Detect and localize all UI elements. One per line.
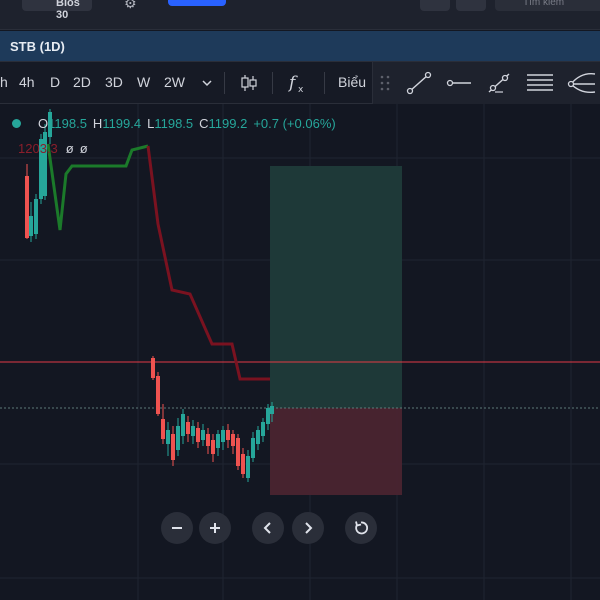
change-value: +0.7 (+0.06%) <box>253 116 336 131</box>
indicator-param: ø <box>79 141 88 156</box>
drawing-tools-panel <box>372 62 600 104</box>
timeframe-w[interactable]: W <box>137 74 151 90</box>
chart-title-bar: STB (1D) <box>0 31 600 62</box>
candle <box>256 430 260 444</box>
scroll-right-button[interactable] <box>292 512 324 544</box>
candle <box>231 434 235 446</box>
add-button[interactable] <box>456 0 486 11</box>
timeframe-2d[interactable]: 2D <box>73 74 91 90</box>
ohlc-legend: O1198.5 H1199.4 L1198.5 C1199.2 +0.7 (+0.06%… <box>12 116 336 131</box>
drag-handle-icon[interactable] <box>379 74 391 92</box>
candle <box>206 434 210 446</box>
page-title: STB (1D) <box>10 39 65 54</box>
candle <box>226 430 230 440</box>
indicator-line <box>46 143 270 381</box>
chart-toolbar: h 4h D 2D 3D W 2W f x Biểu <box>0 62 600 104</box>
chevron-left-icon <box>263 522 271 534</box>
candle <box>151 358 155 378</box>
scroll-left-button[interactable] <box>252 512 284 544</box>
reset-icon <box>355 521 369 535</box>
toggle-switch[interactable] <box>168 0 226 6</box>
indicator-param: ø <box>65 141 74 156</box>
candle <box>176 426 180 450</box>
horizontal-ray-icon[interactable] <box>445 70 473 96</box>
candle <box>261 422 265 436</box>
reset-chart-button[interactable] <box>345 512 377 544</box>
loss-zone[interactable] <box>270 408 402 495</box>
candle <box>171 434 175 460</box>
indicator-legend: 1203.3 ø ø <box>18 141 94 156</box>
high-value: 1199.4 <box>102 116 142 131</box>
timeframe-h[interactable]: h <box>0 74 8 90</box>
candles <box>25 109 274 482</box>
open-label: O <box>38 116 49 131</box>
candle <box>48 112 52 137</box>
layout-button[interactable] <box>420 0 450 11</box>
candle <box>29 216 33 236</box>
chevron-down-icon[interactable] <box>201 77 213 89</box>
candle <box>34 199 38 234</box>
parallel-channel-icon[interactable] <box>525 70 555 96</box>
profit-zone[interactable] <box>270 166 402 408</box>
interval-text: Bios 30 <box>56 0 80 21</box>
low-value: 1198.5 <box>154 116 194 131</box>
open-value: 1198.5 <box>48 116 87 131</box>
svg-text:f: f <box>287 73 298 93</box>
toolbar-divider <box>224 72 225 94</box>
search-input[interactable]: Tìm kiếm <box>523 0 565 8</box>
candle <box>166 430 170 444</box>
candle <box>161 419 165 439</box>
top-strip: Bios 30 ⚙ Tìm kiếm <box>0 0 600 30</box>
timeframe-4h[interactable]: 4h <box>19 74 35 90</box>
high-label: H <box>92 116 103 131</box>
candle <box>266 408 270 424</box>
candle <box>216 434 220 448</box>
candle <box>196 428 200 442</box>
candle <box>246 456 250 478</box>
low-label: L <box>147 116 155 131</box>
zoom-out-button[interactable] <box>161 512 193 544</box>
candle <box>191 426 195 436</box>
fx-icon[interactable]: f x <box>286 71 310 95</box>
candle <box>221 430 225 442</box>
timeframe-d[interactable]: D <box>50 74 61 90</box>
search-box[interactable]: Tìm kiếm <box>495 0 600 11</box>
pitchfork-icon[interactable] <box>567 70 597 96</box>
chart-type-menu[interactable]: Biểu <box>338 74 367 90</box>
gear-icon[interactable]: ⚙ <box>124 0 137 11</box>
zoom-in-button[interactable] <box>199 512 231 544</box>
toolbar-divider <box>272 72 273 94</box>
candle <box>251 438 255 458</box>
chart-pane[interactable] <box>0 104 600 600</box>
candle <box>181 414 185 436</box>
timeframe-3d[interactable]: 3D <box>105 74 123 90</box>
interval-button[interactable]: Bios 30 <box>22 0 92 21</box>
close-label: C <box>199 116 209 131</box>
candle <box>270 406 274 414</box>
candle <box>201 430 205 440</box>
plus-icon <box>210 523 220 533</box>
candle <box>43 132 47 196</box>
toolbar-divider <box>324 72 325 94</box>
price-chart[interactable] <box>0 104 600 600</box>
status-dot-icon[interactable] <box>12 119 21 129</box>
candle <box>211 440 215 454</box>
trend-line-icon[interactable] <box>405 70 433 96</box>
candle <box>236 438 240 466</box>
close-value: 1199.2 <box>208 116 248 131</box>
candles-icon[interactable] <box>238 72 260 94</box>
indicator-value: 1203.3 <box>18 141 58 156</box>
trend-angle-icon[interactable] <box>485 70 513 96</box>
candle <box>186 422 190 434</box>
candle <box>156 376 160 414</box>
chevron-right-icon <box>305 522 313 534</box>
timeframe-2w[interactable]: 2W <box>164 74 185 90</box>
candle <box>25 176 29 238</box>
minus-icon <box>172 527 182 529</box>
svg-text:x: x <box>298 85 304 95</box>
candle <box>39 139 43 199</box>
candle <box>241 454 245 474</box>
